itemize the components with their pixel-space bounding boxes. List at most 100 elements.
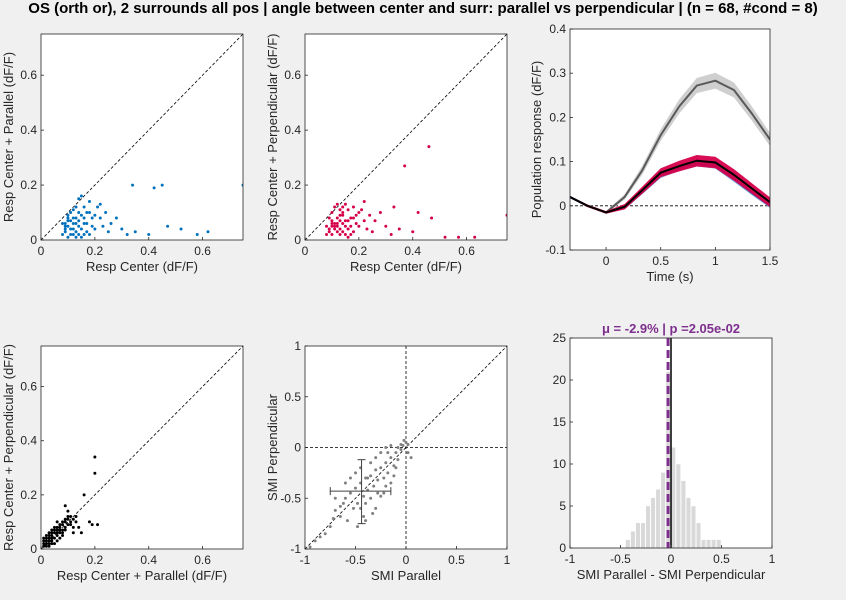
scatter-point (50, 539, 54, 543)
scatter-point (341, 211, 345, 215)
scatter-point (404, 440, 408, 444)
scatter-point (384, 484, 388, 488)
y-tick-label: 0.4 (20, 434, 37, 448)
scatter-point (379, 494, 383, 498)
scatter-point (63, 520, 67, 524)
unity-line (305, 34, 507, 240)
y-tick-label: 10 (553, 457, 567, 471)
scatter-point (58, 528, 62, 532)
y-tick-label: 0 (559, 541, 566, 555)
scatter-point (382, 491, 386, 495)
scatter-point (166, 224, 170, 228)
scatter-point (327, 230, 331, 234)
scatter-point (63, 227, 67, 231)
scatter-point (392, 464, 396, 468)
scatter-point (66, 515, 70, 519)
histogram-bar (701, 539, 707, 548)
scatter-point (409, 456, 413, 460)
x-tick-label: 0.2 (87, 553, 104, 567)
scatter-point (396, 458, 400, 462)
scatter-point (338, 227, 342, 231)
histogram-bar (675, 463, 681, 548)
scatter-point (98, 216, 102, 220)
scatter-point (58, 525, 62, 529)
scatter-point (93, 471, 97, 475)
scatter-point (47, 542, 51, 546)
scatter-point (323, 532, 327, 536)
scatter-point (74, 205, 78, 209)
x-axis-label: Resp Center + Parallel (dF/F) (57, 568, 227, 583)
scatter-point (346, 227, 350, 231)
scatter-point (330, 211, 334, 215)
scatter-point (66, 224, 70, 228)
scatter-point (345, 519, 349, 523)
scatter-point (120, 227, 124, 231)
y-tick-label: 0 (30, 542, 37, 556)
scatter-point (338, 208, 342, 212)
scatter-point (61, 528, 65, 532)
scatter-point (366, 476, 370, 480)
scatter-point (362, 200, 366, 204)
scatter-point (346, 235, 350, 239)
histogram-bar (660, 472, 666, 548)
scatter-point (79, 531, 83, 535)
x-tick-label: 0.5 (713, 552, 730, 566)
scatter-point (356, 501, 360, 505)
y-tick-label: 0.5 (284, 390, 301, 404)
scatter-point (93, 455, 97, 459)
histogram-bar (706, 539, 712, 548)
chart-title: μ = -2.9% | p =2.05e-02 (602, 321, 740, 336)
scatter-point (71, 222, 75, 226)
scatter-point (47, 536, 51, 540)
scatter-point (343, 496, 347, 500)
scatter-point (341, 205, 345, 209)
scatter-point (378, 211, 382, 215)
x-tick-label: 0 (38, 553, 45, 567)
scatter-point (386, 471, 390, 475)
scatter-point (343, 224, 347, 228)
y-tick-label: 0.1 (549, 155, 566, 169)
scatter-point (372, 484, 376, 488)
scatter-point (61, 520, 65, 524)
scatter-point (55, 531, 59, 535)
axes-frame (40, 345, 244, 550)
scatter-point (69, 520, 73, 524)
scatter-point (389, 456, 393, 460)
scatter-point (325, 233, 329, 237)
scatter-point (369, 461, 373, 465)
x-tick-label: 0 (403, 553, 410, 567)
scatter-point (370, 230, 374, 234)
scatter-point (411, 230, 415, 234)
scatter-point (346, 208, 350, 212)
plot-area (41, 346, 243, 549)
axes-frame (40, 33, 244, 241)
scatter-point (351, 506, 355, 510)
scatter-point (69, 211, 73, 215)
x-axis-label: Resp Center (dF/F) (86, 259, 198, 274)
y-tick-label: 0 (294, 441, 301, 455)
scatter-point (77, 211, 81, 215)
scatter-point (338, 219, 342, 223)
scatter-point (195, 233, 199, 237)
y-tick-label: 0.3 (549, 66, 566, 80)
histogram-bar (625, 539, 631, 548)
population-response-timecourse: 0 0.5 1 1.5 -0.1 0 0.1 0.2 0.3 0.4 Time (s) Populat… (529, 22, 779, 284)
scatter-point (85, 211, 89, 215)
y-tick-label: 20 (553, 373, 567, 387)
scatter-point (325, 224, 329, 228)
scatter-point (341, 213, 345, 217)
scatter-point (61, 233, 65, 237)
scatter-point (58, 536, 62, 540)
x-tick-label: 0.4 (140, 244, 157, 258)
scatter-point (85, 230, 89, 234)
scatter-point (386, 451, 390, 455)
scatter-point (109, 222, 113, 226)
scatter-point (389, 443, 393, 447)
y-axis-label: Population response (dF/F) (529, 61, 544, 219)
x-tick-label: 1 (712, 254, 719, 268)
scatter-point (74, 520, 78, 524)
axes-frame (569, 28, 771, 251)
scatter-point (346, 219, 350, 223)
scatter-point (379, 466, 383, 470)
scatter-point (90, 523, 94, 527)
